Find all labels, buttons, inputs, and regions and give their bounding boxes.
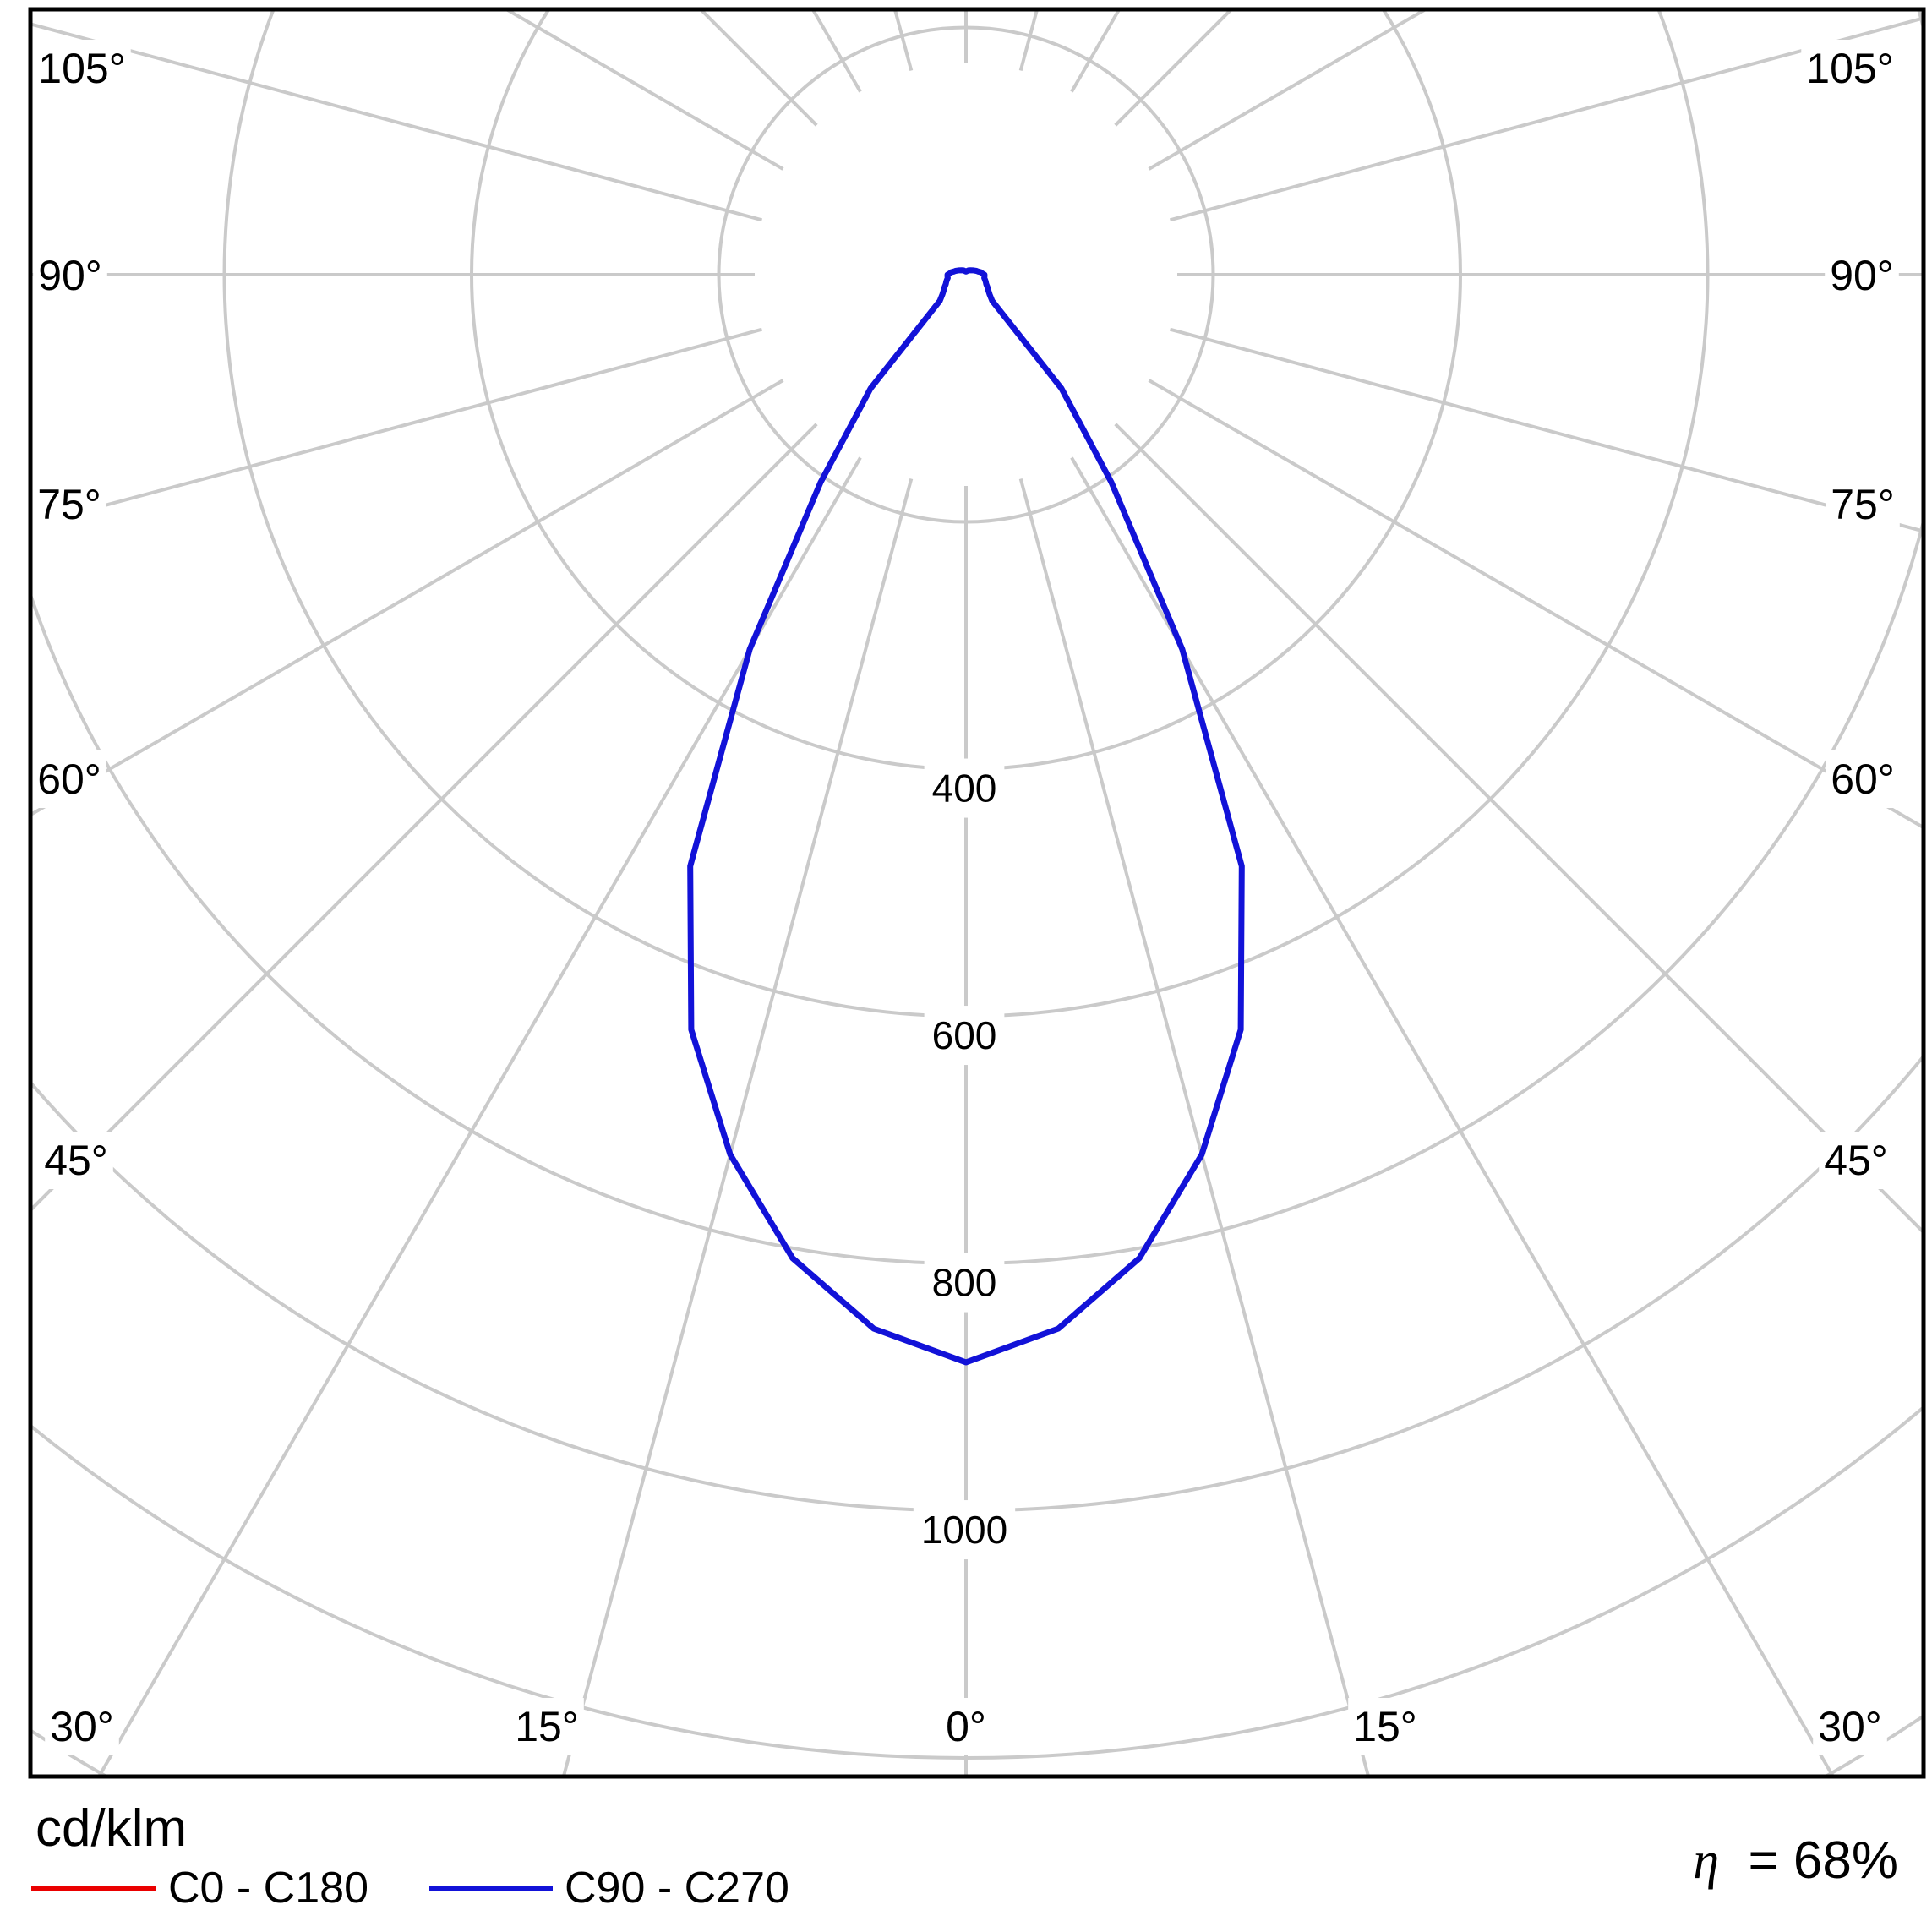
legend: C0 - C180 C90 - C270	[31, 1861, 789, 1915]
legend-label-c90-c270: C90 - C270	[565, 1864, 789, 1913]
grid-spoke-300	[32, 379, 784, 816]
angle-label-right-45: 45°	[1824, 1137, 1888, 1184]
eta-value: = 68%	[1748, 1831, 1898, 1890]
grid-spoke-105	[1169, 17, 1922, 222]
angle-label-bottom-4-30: 30°	[1818, 1703, 1882, 1750]
grid-spoke-285	[32, 327, 763, 527]
angle-label-left-75: 75°	[37, 481, 101, 528]
plot-frame	[28, 7, 1926, 1779]
grid-spoke-45	[1114, 423, 1922, 1233]
angle-label-left-90-halo	[33, 247, 107, 304]
angle-label-right-105-halo	[1801, 40, 1899, 97]
angle-label-right-60: 60°	[1831, 756, 1895, 803]
angle-label-left-60: 60°	[37, 756, 101, 803]
ring-label-600-halo	[924, 1006, 1005, 1066]
angle-label-right-75-halo	[1826, 476, 1900, 533]
angle-label-bottom-4-30-halo	[1813, 1698, 1887, 1755]
ring-label-400-halo	[924, 758, 1005, 818]
ring-label-400: 400	[932, 767, 997, 810]
angle-label-bottom-2-0: 0°	[946, 1703, 986, 1750]
grid-spoke-330	[98, 456, 862, 1775]
grid-spoke-315	[32, 423, 818, 1211]
angle-label-left-105-halo	[33, 40, 131, 97]
angle-label-bottom-3-15-halo	[1348, 1698, 1422, 1755]
angle-label-bottom-2-0-halo	[941, 1698, 991, 1755]
angle-label-left-60-halo	[32, 750, 106, 808]
angle-label-right-60-halo	[1826, 750, 1900, 808]
angle-label-left-45: 45°	[44, 1137, 108, 1184]
ring-label-800-halo	[924, 1253, 1005, 1313]
angle-label-bottom-0-30-halo	[45, 1698, 119, 1755]
grid-spoke-60	[1148, 379, 1922, 829]
angle-label-right-105: 105°	[1806, 45, 1893, 92]
legend-label-c0-c180: C0 - C180	[168, 1864, 368, 1913]
grid-spoke-30	[1070, 456, 1834, 1775]
angle-label-left-75-halo	[32, 476, 106, 533]
grid-spoke-75	[1169, 327, 1922, 532]
grid-spoke-15	[1018, 478, 1370, 1775]
angle-label-bottom-0-30: 30°	[50, 1703, 114, 1750]
angle-label-right-90: 90°	[1830, 252, 1894, 299]
ring-label-800: 800	[932, 1261, 997, 1305]
angle-label-right-75: 75°	[1831, 481, 1895, 528]
angle-label-right-45-halo	[1819, 1132, 1893, 1189]
angle-label-bottom-3-15: 15°	[1353, 1703, 1417, 1750]
legend-swatch-c90-c270	[429, 1885, 553, 1891]
units-label: cd/klm	[35, 1799, 188, 1858]
angle-label-bottom-1-15: 15°	[515, 1703, 579, 1750]
angle-label-left-45-halo	[39, 1132, 113, 1189]
ring-label-1000-halo	[913, 1500, 1016, 1560]
angle-label-left-90: 90°	[38, 252, 102, 299]
legend-swatch-c0-c180	[31, 1885, 156, 1891]
ring-label-1000: 1000	[921, 1508, 1007, 1552]
intensity-curve-c90-c270	[687, 267, 1245, 1366]
angle-label-bottom-1-15-halo	[510, 1698, 584, 1755]
efficiency-label: η = 68%	[1693, 1831, 1898, 1891]
grid-spoke-255	[32, 22, 763, 222]
angle-label-left-105: 105°	[38, 45, 125, 92]
angle-label-right-90-halo	[1825, 247, 1899, 304]
grid-spoke-345	[562, 478, 914, 1775]
eta-symbol: η	[1693, 1832, 1719, 1890]
ring-label-600: 600	[932, 1013, 997, 1057]
